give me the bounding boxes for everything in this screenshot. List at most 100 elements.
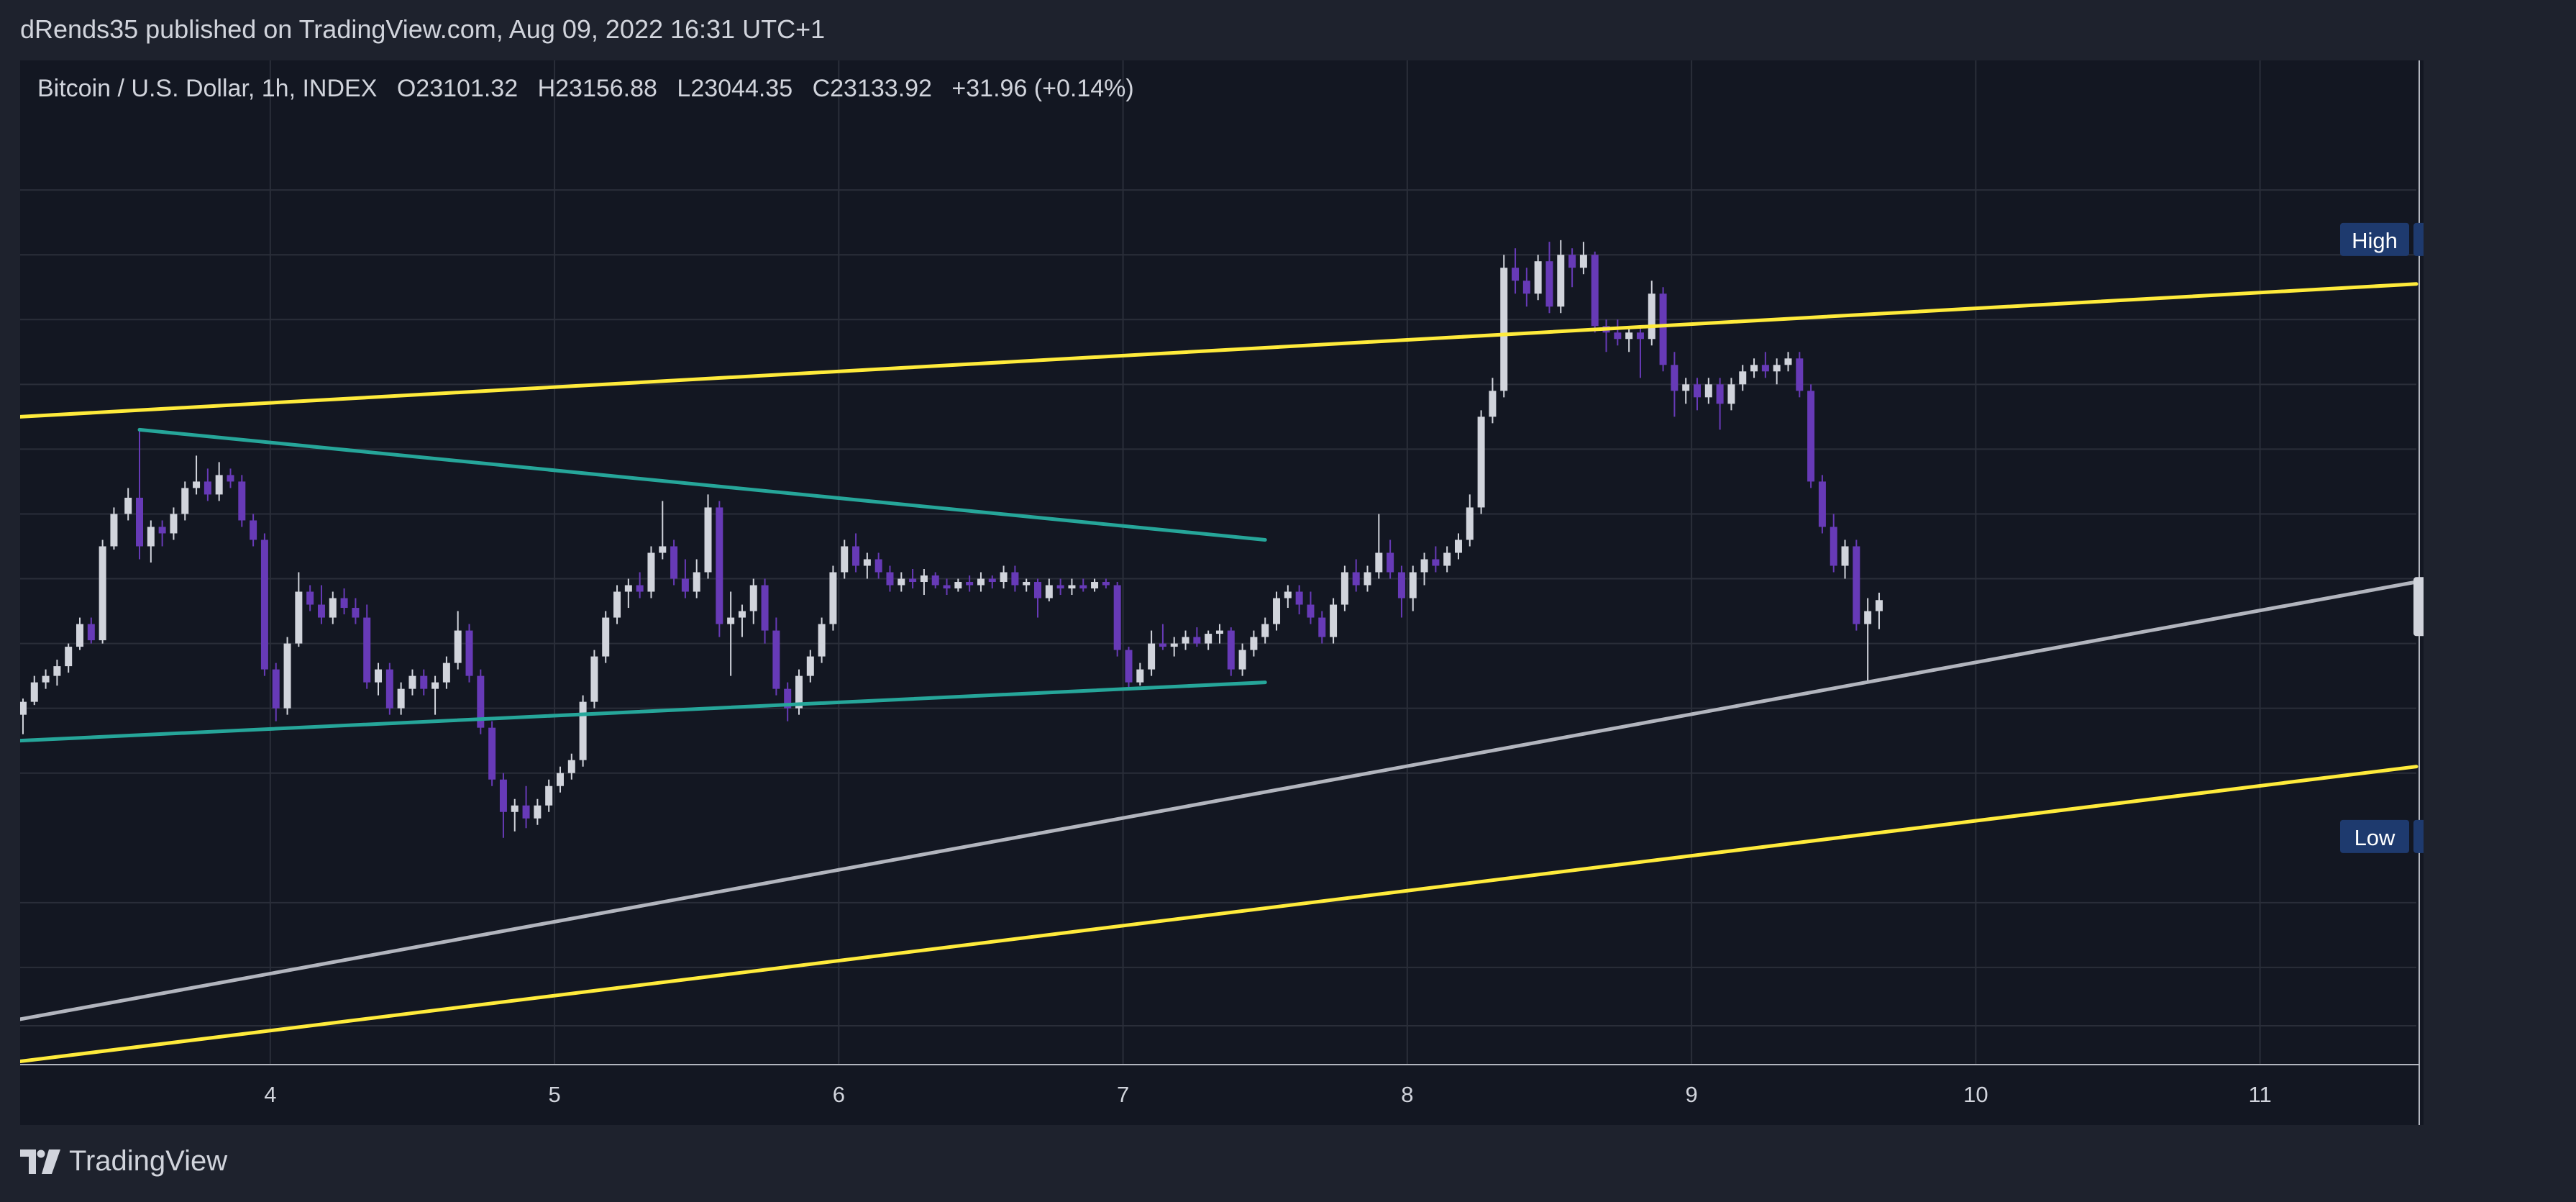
candle-up bbox=[1023, 582, 1031, 586]
candle-up bbox=[704, 507, 712, 573]
candle-up bbox=[1875, 600, 1883, 611]
candle-up bbox=[1739, 371, 1747, 385]
candle-down bbox=[1830, 527, 1837, 566]
candle-down bbox=[886, 572, 894, 586]
candle-up bbox=[1534, 261, 1542, 294]
candle-up bbox=[1420, 559, 1428, 573]
candle-down bbox=[1512, 268, 1520, 281]
candle-down bbox=[852, 546, 860, 566]
candle-up bbox=[545, 786, 553, 806]
day-tick-label: 11 bbox=[2249, 1082, 2272, 1107]
candle-up bbox=[215, 475, 223, 495]
candle-down bbox=[317, 604, 325, 618]
candle-up bbox=[53, 666, 61, 676]
tradingview-logo[interactable]: TradingView bbox=[20, 1145, 227, 1178]
candle-up bbox=[295, 591, 303, 644]
candle-down bbox=[1659, 293, 1667, 365]
candle-down bbox=[1034, 582, 1042, 598]
candle-down bbox=[1056, 585, 1064, 589]
high-value: H23156.88 bbox=[537, 75, 657, 102]
candle-down bbox=[522, 805, 530, 819]
candle-up bbox=[806, 656, 814, 676]
candle-down bbox=[681, 578, 689, 592]
candle-up bbox=[1864, 611, 1872, 624]
last-price-bg bbox=[2413, 577, 2424, 637]
candle-up bbox=[1136, 669, 1144, 683]
candle-down bbox=[772, 630, 780, 689]
candle-down bbox=[988, 578, 996, 583]
candle-down bbox=[1159, 643, 1166, 647]
chart-area[interactable]: USD24400.0024200.0024000.0023800.0023600… bbox=[20, 60, 2424, 1125]
candle-up bbox=[1170, 643, 1178, 647]
candle-up bbox=[1330, 604, 1338, 637]
candle-up bbox=[1205, 634, 1212, 644]
candle-down bbox=[1397, 572, 1405, 598]
candle-up bbox=[1364, 572, 1371, 586]
candle-down bbox=[1387, 552, 1394, 573]
candle-down bbox=[1318, 617, 1326, 637]
day-tick-label: 10 bbox=[1963, 1082, 1988, 1107]
tradingview-logo-icon bbox=[20, 1149, 60, 1174]
close-value: C23133.92 bbox=[812, 75, 932, 102]
candle-down bbox=[1102, 582, 1110, 586]
candle-down bbox=[1694, 384, 1702, 398]
candle-down bbox=[1352, 572, 1360, 586]
candle-up bbox=[1068, 585, 1076, 589]
candle-up bbox=[1489, 391, 1497, 417]
candle-up bbox=[1727, 384, 1735, 404]
candle-up bbox=[727, 617, 735, 624]
candle-up bbox=[1682, 384, 1690, 391]
candle-down bbox=[1295, 591, 1303, 605]
candle-down bbox=[1636, 332, 1644, 340]
candle-up bbox=[20, 701, 27, 715]
candle-down bbox=[1591, 255, 1599, 327]
candle-up bbox=[431, 682, 439, 689]
candle-up bbox=[1625, 332, 1633, 340]
candle-up bbox=[283, 643, 291, 709]
candle-up bbox=[147, 527, 155, 547]
candle-up bbox=[1045, 585, 1053, 598]
day-tick-label: 9 bbox=[1685, 1082, 1697, 1107]
tradingview-logo-text: TradingView bbox=[69, 1145, 228, 1177]
candle-up bbox=[590, 656, 598, 702]
candle-up bbox=[624, 585, 632, 592]
candle-up bbox=[1579, 255, 1587, 268]
candle-down bbox=[1818, 481, 1826, 527]
high-marker-label-bg bbox=[2340, 222, 2409, 256]
candle-up bbox=[647, 552, 655, 592]
candle-down bbox=[1011, 572, 1019, 586]
candle-up bbox=[65, 647, 73, 667]
candle-up bbox=[749, 585, 757, 611]
candle-down bbox=[340, 598, 348, 609]
candle-down bbox=[1545, 261, 1553, 307]
candle-up bbox=[76, 624, 84, 647]
candle-up bbox=[1261, 624, 1269, 637]
candle-up bbox=[181, 488, 189, 514]
candle-down bbox=[784, 688, 792, 709]
candle-down bbox=[1761, 365, 1769, 372]
candle-up bbox=[170, 514, 178, 534]
candle-up bbox=[1750, 365, 1758, 372]
candle-up bbox=[511, 805, 519, 812]
candle-down bbox=[306, 591, 314, 605]
candle-down bbox=[1796, 358, 1804, 391]
candle-up bbox=[1091, 582, 1099, 589]
candle-up bbox=[920, 575, 928, 583]
candle-down bbox=[238, 481, 246, 521]
candle-down bbox=[1716, 384, 1724, 404]
candlestick-chart[interactable]: USD24400.0024200.0024000.0023800.0023600… bbox=[20, 60, 2424, 1125]
candle-up bbox=[1454, 539, 1462, 553]
grid-group bbox=[20, 60, 2416, 1065]
candle-down bbox=[1807, 391, 1815, 482]
candle-down bbox=[385, 669, 393, 709]
candle-down bbox=[1227, 630, 1235, 670]
candle-up bbox=[841, 546, 849, 573]
yellow-trend-line bbox=[20, 282, 2419, 419]
candle-down bbox=[1568, 255, 1576, 268]
candle-up bbox=[1375, 552, 1383, 573]
candle-up bbox=[124, 497, 132, 514]
candle-down bbox=[1079, 585, 1087, 589]
candle-down bbox=[1125, 650, 1133, 683]
candle-down bbox=[1307, 604, 1315, 618]
candle-down bbox=[465, 630, 473, 676]
